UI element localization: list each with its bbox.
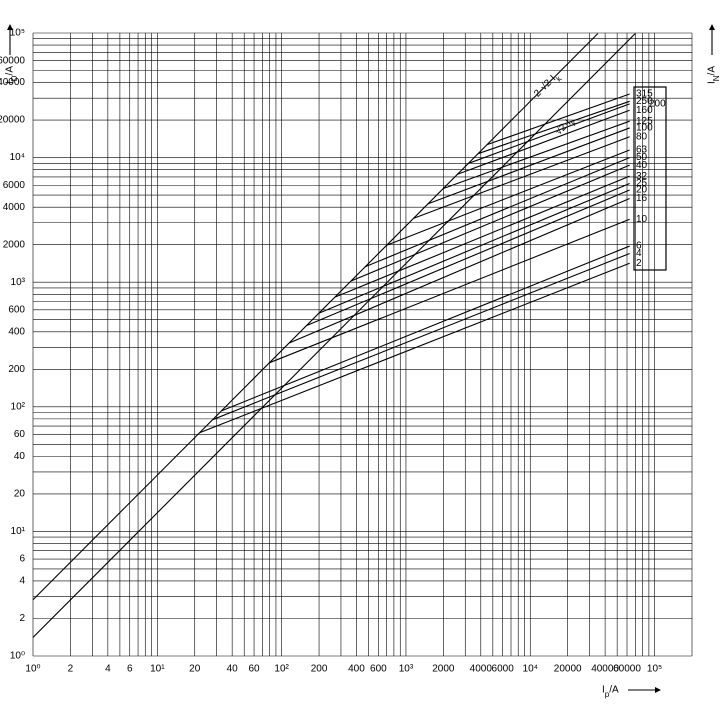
x-tick-label: 20	[189, 664, 201, 675]
legend-label: 250	[636, 96, 653, 107]
legend-label: 160	[636, 105, 653, 116]
line-label: 2·√2·Ik	[531, 69, 564, 102]
y-tick-label: 200	[8, 364, 25, 375]
y-tick-label: 10⁴	[10, 152, 25, 163]
legend-label: 80	[636, 131, 648, 142]
fuse-line	[386, 149, 630, 246]
fuse-line	[318, 182, 630, 314]
fuse-line	[199, 262, 630, 434]
legend-label: 125	[636, 116, 653, 127]
y-tick-label: 40000	[0, 77, 25, 88]
x-tick-label: 60	[248, 664, 260, 675]
reference-line	[32, 33, 599, 601]
x-tick-label: 6000	[492, 664, 515, 675]
x-tick-label: 2000	[432, 664, 455, 675]
y-tick-label: 4000	[3, 202, 26, 213]
x-tick-label: 10²	[274, 664, 289, 675]
y-tick-label: 20000	[0, 115, 25, 126]
x-tick-label: 4	[105, 664, 111, 675]
legend-label: 200	[649, 98, 666, 109]
y-tick-label: 40	[14, 451, 26, 462]
legend-label: 32	[636, 171, 648, 182]
x-tick-label: 10¹	[150, 664, 165, 675]
y2-axis-label: IN/A	[707, 66, 720, 84]
fuse-line	[350, 164, 630, 282]
legend-label: 4	[636, 248, 642, 259]
y-tick-label: 6	[19, 554, 25, 565]
legend-label: 25	[636, 178, 648, 189]
fuse-line	[486, 93, 630, 146]
y-tick-label: 4	[19, 576, 25, 587]
x-tick-label: 4000	[470, 664, 493, 675]
y-tick-label: 60	[14, 429, 26, 440]
fuse-line	[457, 109, 630, 175]
fuse-line	[212, 252, 630, 421]
fuse-line	[306, 189, 630, 326]
y-tick-label: 600	[8, 304, 25, 315]
y-tick-label: 2	[19, 613, 25, 624]
legend-label: 40	[636, 160, 648, 171]
x-tick-label: 20000	[554, 664, 582, 675]
y-tick-label: 6000	[3, 180, 26, 191]
x-tick-label: 40	[227, 664, 239, 675]
x-tick-label: 10³	[399, 664, 414, 675]
legend-label: 100	[636, 123, 653, 134]
legend-label: 16	[636, 193, 648, 204]
x-tick-label: 10⁰	[25, 664, 40, 675]
fuse-line	[364, 157, 630, 268]
legend-label: 20	[636, 185, 648, 196]
y-tick-label: 2000	[3, 239, 26, 250]
y-tick-label: 10¹	[11, 526, 26, 537]
fuse-line	[269, 218, 630, 364]
y-tick-label: 60000	[0, 55, 25, 66]
y-tick-label: 10³	[11, 277, 26, 288]
arrow-head	[709, 24, 715, 30]
y-tick-label: 20	[14, 489, 26, 500]
x-axis-label: Ip/A	[602, 685, 619, 699]
legend-label: 10	[636, 214, 648, 225]
y-tick-label: 400	[8, 326, 25, 337]
x-tick-label: 10⁵	[647, 664, 662, 675]
legend-label: 50	[636, 152, 648, 163]
fuse-line	[413, 136, 630, 219]
fuse-line	[443, 120, 630, 190]
y-axis-label: ID/A	[5, 66, 19, 84]
y-tick-label: 10⁰	[10, 651, 25, 662]
x-tick-label: 400	[348, 664, 365, 675]
y-tick-label: 10²	[11, 401, 26, 412]
fuse-line	[427, 127, 630, 205]
arrow-head	[7, 24, 13, 30]
fuse-line	[335, 175, 630, 298]
arrow-head	[655, 687, 661, 693]
x-tick-label: 2	[68, 664, 74, 675]
fuse-line	[221, 245, 630, 412]
legend-box	[633, 86, 667, 271]
legend-label: 63	[636, 145, 648, 156]
x-tick-label: 60000	[613, 664, 641, 675]
legend-label: 2	[636, 258, 642, 269]
legend-label: 315	[636, 89, 653, 100]
y-tick-label: 10⁵	[10, 28, 25, 39]
x-tick-label: 6	[127, 664, 133, 675]
fuse-line	[477, 100, 630, 155]
x-tick-label: 600	[370, 664, 387, 675]
x-tick-label: 10⁴	[523, 664, 538, 675]
fuse-line	[288, 197, 630, 344]
x-tick-label: 200	[311, 664, 328, 675]
x-tick-label: 40000	[591, 664, 619, 675]
legend-label: 6	[636, 241, 642, 252]
fuse-line	[468, 103, 630, 164]
